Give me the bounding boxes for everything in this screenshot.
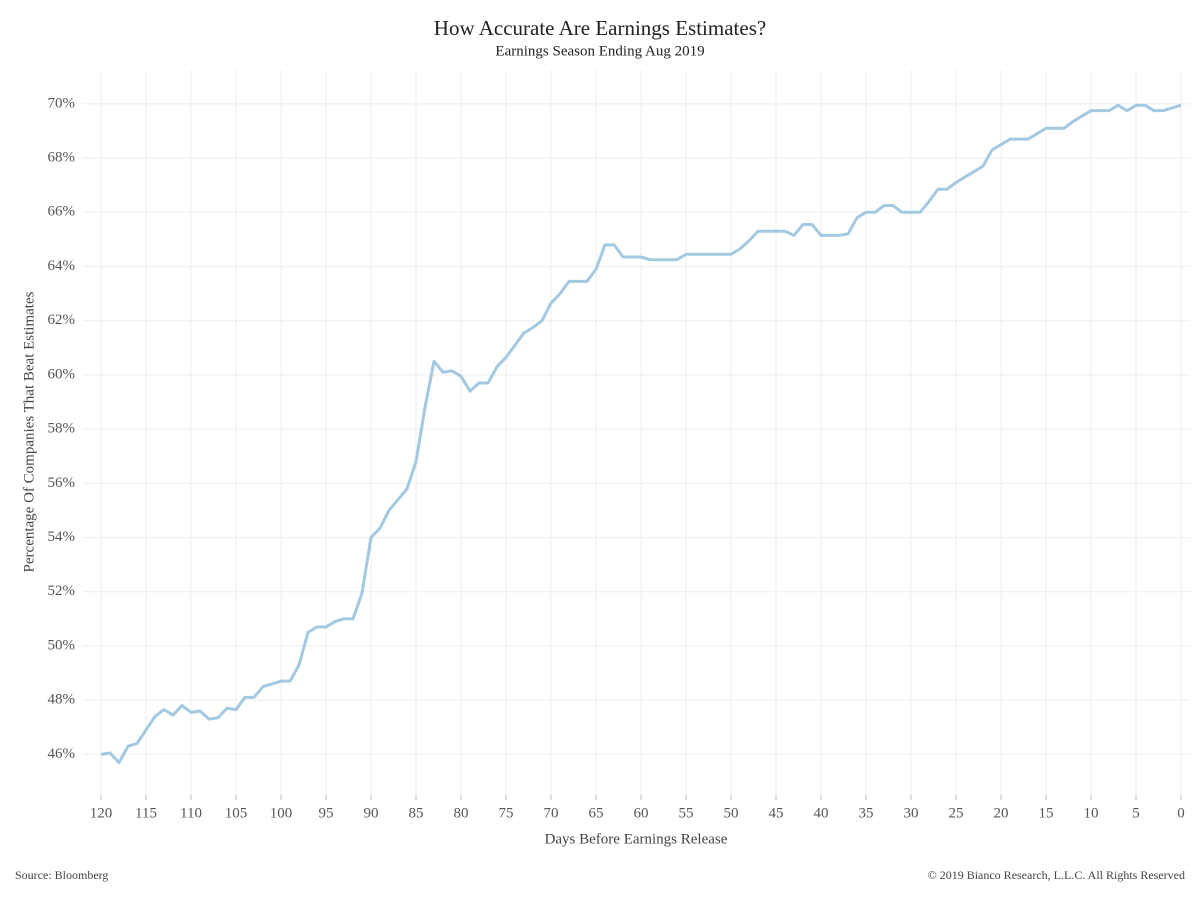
x-tick-label: 115 [135, 805, 157, 821]
x-tick-label: 100 [270, 805, 293, 821]
x-tick-label: 20 [994, 805, 1009, 821]
y-tick-label: 62% [48, 312, 76, 328]
y-tick-label: 54% [48, 529, 76, 545]
y-tick-label: 50% [48, 637, 76, 653]
x-tick-label: 55 [679, 805, 694, 821]
x-tick-label: 50 [724, 805, 739, 821]
y-axis-label: Percentage Of Companies That Beat Estima… [21, 291, 37, 572]
x-tick-label: 110 [180, 805, 202, 821]
x-tick-label: 85 [409, 805, 424, 821]
x-tick-label: 105 [225, 805, 248, 821]
y-tick-label: 66% [48, 204, 76, 220]
x-tick-label: 0 [1177, 805, 1185, 821]
y-tick-label: 48% [48, 692, 76, 708]
y-tick-label: 52% [48, 583, 76, 599]
x-tick-label: 90 [364, 805, 379, 821]
chart-title: How Accurate Are Earnings Estimates? [434, 16, 766, 40]
x-tick-label: 40 [814, 805, 829, 821]
y-tick-label: 70% [48, 95, 76, 111]
source-note: Source: Bloomberg [15, 868, 108, 882]
y-tick-label: 56% [48, 475, 76, 491]
x-tick-label: 70 [544, 805, 559, 821]
y-tick-label: 60% [48, 366, 76, 382]
y-tick-label: 58% [48, 421, 76, 437]
x-tick-label: 80 [454, 805, 469, 821]
x-tick-label: 30 [904, 805, 919, 821]
y-tick-label: 46% [48, 746, 76, 762]
data-line [100, 103, 1182, 764]
x-tick-label: 60 [634, 805, 649, 821]
chart-subtitle: Earnings Season Ending Aug 2019 [495, 43, 704, 59]
x-tick-label: 25 [949, 805, 964, 821]
x-tick-label: 15 [1039, 805, 1054, 821]
x-tick-label: 5 [1132, 805, 1140, 821]
x-tick-label: 65 [589, 805, 604, 821]
x-tick-label: 10 [1084, 805, 1099, 821]
copyright-note: © 2019 Bianco Research, L.L.C. All Right… [928, 868, 1185, 882]
y-tick-label: 64% [48, 258, 76, 274]
x-tick-label: 45 [769, 805, 784, 821]
x-tick-label: 95 [319, 805, 334, 821]
x-tick-label: 75 [499, 805, 514, 821]
x-axis-label: Days Before Earnings Release [545, 831, 728, 847]
x-tick-label: 35 [859, 805, 874, 821]
x-tick-label: 120 [90, 805, 113, 821]
y-tick-label: 68% [48, 150, 76, 166]
